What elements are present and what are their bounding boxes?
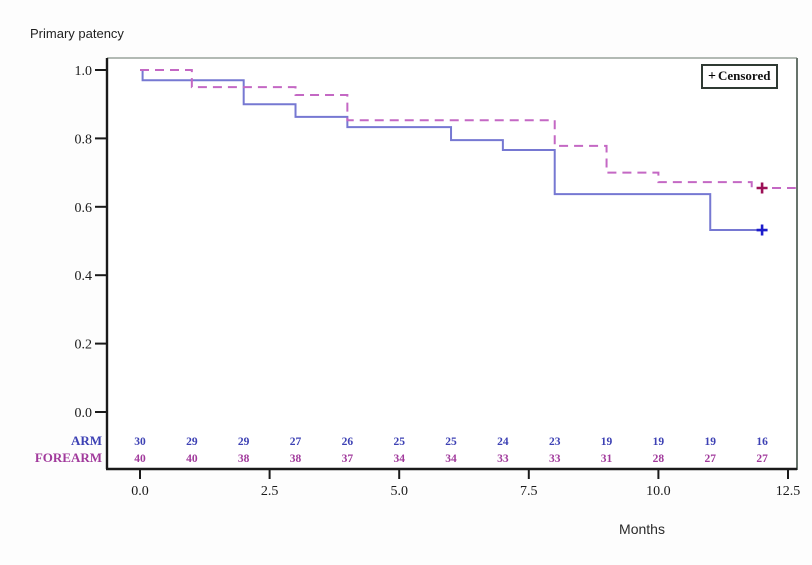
x-tick-label: 5.0 <box>390 484 408 499</box>
at-risk-value-arm: 30 <box>134 436 146 448</box>
at-risk-value-forearm: 33 <box>497 453 509 465</box>
at-risk-value-forearm: 27 <box>704 453 716 465</box>
km-curve-arm <box>140 69 768 232</box>
at-risk-value-arm: 19 <box>653 436 665 448</box>
at-risk-value-forearm: 31 <box>601 453 613 465</box>
x-tick-label: 10.0 <box>646 484 671 499</box>
at-risk-value-forearm: 37 <box>342 453 354 465</box>
x-tick-label: 2.5 <box>261 484 279 499</box>
at-risk-row-label-forearm: FOREARM <box>34 450 102 465</box>
at-risk-value-forearm: 40 <box>186 453 198 465</box>
x-tick-label: 7.5 <box>520 484 538 499</box>
x-tick-label: 12.5 <box>776 484 801 499</box>
at-risk-value-forearm: 33 <box>549 453 561 465</box>
at-risk-value-forearm: 34 <box>445 453 457 465</box>
at-risk-value-forearm: 38 <box>238 453 250 465</box>
y-tick-label: 0.8 <box>75 132 93 147</box>
at-risk-value-forearm: 38 <box>290 453 302 465</box>
km-curve-forearm <box>140 69 796 189</box>
y-tick-label: 0.4 <box>75 269 93 284</box>
legend-label: Censored <box>717 68 771 83</box>
y-tick-label: 0.2 <box>75 338 93 353</box>
at-risk-value-forearm: 40 <box>134 453 146 465</box>
at-risk-value-arm: 24 <box>497 436 509 448</box>
at-risk-value-arm: 29 <box>238 436 250 448</box>
at-risk-value-forearm: 27 <box>756 453 768 465</box>
censor-mark-forearm <box>756 182 768 194</box>
at-risk-value-arm: 27 <box>290 436 302 448</box>
at-risk-value-forearm: 28 <box>653 453 665 465</box>
at-risk-value-arm: 19 <box>601 436 613 448</box>
at-risk-value-arm: 16 <box>756 436 768 448</box>
y-tick-label: 0.0 <box>75 406 93 421</box>
at-risk-value-arm: 23 <box>549 436 561 448</box>
at-risk-value-arm: 25 <box>445 436 457 448</box>
censor-mark-arm <box>756 224 768 236</box>
x-axis-title: Months <box>619 521 665 537</box>
legend-censored: + Censored <box>701 64 779 89</box>
at-risk-row-label-arm: ARM <box>70 433 102 448</box>
y-tick-label: 1.0 <box>75 64 93 79</box>
at-risk-value-forearm: 34 <box>393 453 405 465</box>
chart-title: Primary patency <box>30 26 124 41</box>
censored-plus-icon: + <box>708 69 716 84</box>
at-risk-value-arm: 29 <box>186 436 198 448</box>
x-tick-label: 0.0 <box>131 484 149 499</box>
at-risk-value-arm: 25 <box>393 436 405 448</box>
at-risk-value-arm: 19 <box>704 436 716 448</box>
at-risk-value-arm: 26 <box>342 436 354 448</box>
y-tick-label: 0.6 <box>75 201 93 216</box>
